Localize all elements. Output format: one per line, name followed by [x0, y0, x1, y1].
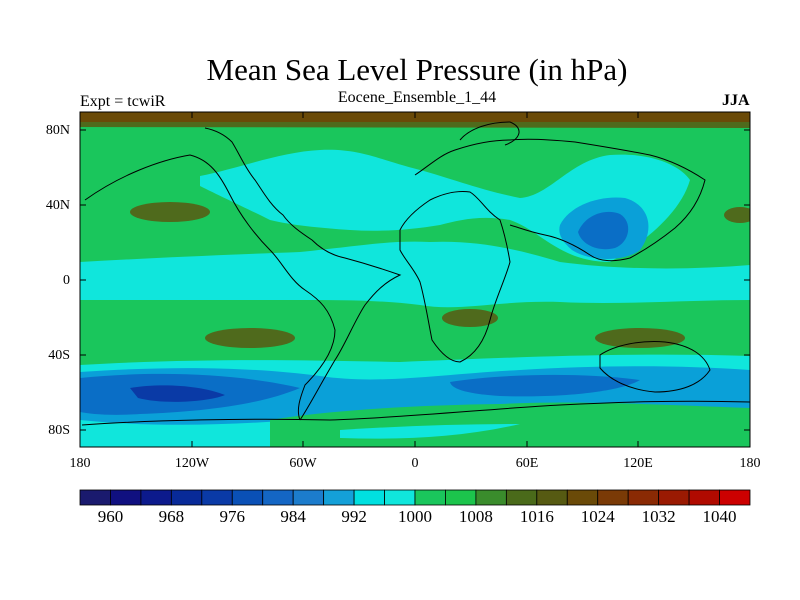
experiment-label: Expt = tcwiR: [80, 93, 166, 110]
lat-tick-80n: 80N: [45, 123, 70, 138]
colorbar-box: [475, 489, 507, 506]
colorbar-box: [445, 489, 477, 506]
south-america-east-coast: [204, 127, 402, 421]
colorbar-label: 1024: [580, 507, 615, 526]
lon-tick-180e: 180: [739, 456, 761, 471]
pressure-tropical-band: [80, 241, 750, 308]
africa-coast: [399, 191, 511, 363]
colorbar-label: 1000: [398, 507, 432, 526]
colorbar-box: [566, 489, 599, 506]
lon-tick-0: 0: [411, 456, 419, 471]
colorbar-box: [688, 489, 720, 506]
pressure-high-indian-ocean: [595, 328, 685, 348]
australia-coast: [599, 341, 711, 393]
colorbar-label: 1040: [702, 507, 737, 526]
eurasia-coast: [414, 138, 706, 262]
colorbar-box: [79, 489, 111, 506]
colorbar-label: 992: [341, 507, 367, 526]
colorbar-box: [170, 489, 203, 506]
colorbar-box: [505, 489, 538, 506]
colorbar-label: 968: [158, 507, 185, 526]
lat-tick-80s: 80S: [48, 423, 70, 438]
pressure-high-north-pacific: [130, 202, 210, 222]
americas-west-coast: [84, 154, 336, 421]
colorbar-box: [353, 489, 385, 506]
antarctica-coast: [81, 400, 750, 426]
lon-tick-120e: 120E: [623, 456, 653, 471]
colorbar-box: [597, 489, 629, 506]
colorbar-box: [201, 489, 233, 506]
colorbar-label: 1016: [519, 507, 554, 526]
pressure-low-south-pacific-core: [130, 385, 225, 402]
colorbar-label: 976: [219, 507, 246, 526]
pressure-antarctic-cyan: [340, 424, 520, 439]
pressure-field: [80, 112, 750, 447]
lon-tick-180w: 180: [69, 456, 91, 471]
colorbar-box: [110, 489, 142, 506]
lon-tick-60e: 60E: [515, 456, 539, 471]
colorbar-box: [627, 489, 660, 506]
colorbar-box: [262, 489, 294, 506]
colorbar-box: [140, 489, 172, 506]
coastlines: [81, 121, 750, 426]
colorbar-box: [231, 489, 264, 506]
pressure-high-south-atlantic: [442, 309, 498, 327]
colorbar-box: [384, 489, 416, 506]
colorbar-box: [414, 489, 446, 506]
colorbar-label: 1032: [641, 507, 676, 526]
colorbar-box: [323, 489, 355, 506]
lat-tick-0: 0: [63, 273, 70, 288]
colorbar: [79, 489, 751, 506]
colorbar-box: [536, 489, 568, 506]
pressure-low-southern-indian: [450, 374, 640, 397]
pressure-high-north-pacific-east: [724, 207, 750, 223]
map-title: Mean Sea Level Pressure (in hPa): [206, 52, 628, 87]
tick-marks: [80, 112, 750, 447]
colorbar-box: [658, 489, 690, 506]
colorbar-box: [292, 489, 325, 506]
arctic-coast: [459, 121, 520, 146]
colorbar-label: 960: [97, 507, 124, 526]
lon-tick-60w: 60W: [289, 456, 317, 471]
colorbar-box: [719, 489, 751, 506]
lat-tick-40s: 40S: [48, 348, 70, 363]
lat-tick-40n: 40N: [45, 198, 70, 213]
colorbar-label: 984: [280, 507, 306, 526]
season-label: JJA: [722, 92, 750, 109]
lon-tick-120w: 120W: [174, 456, 210, 471]
pressure-band-arctic: [80, 122, 750, 128]
pressure-high-south-pacific: [205, 328, 295, 348]
pressure-low-asia-core: [578, 211, 629, 250]
ensemble-label: Eocene_Ensemble_1_44: [337, 89, 497, 106]
colorbar-label: 1008: [458, 507, 493, 526]
